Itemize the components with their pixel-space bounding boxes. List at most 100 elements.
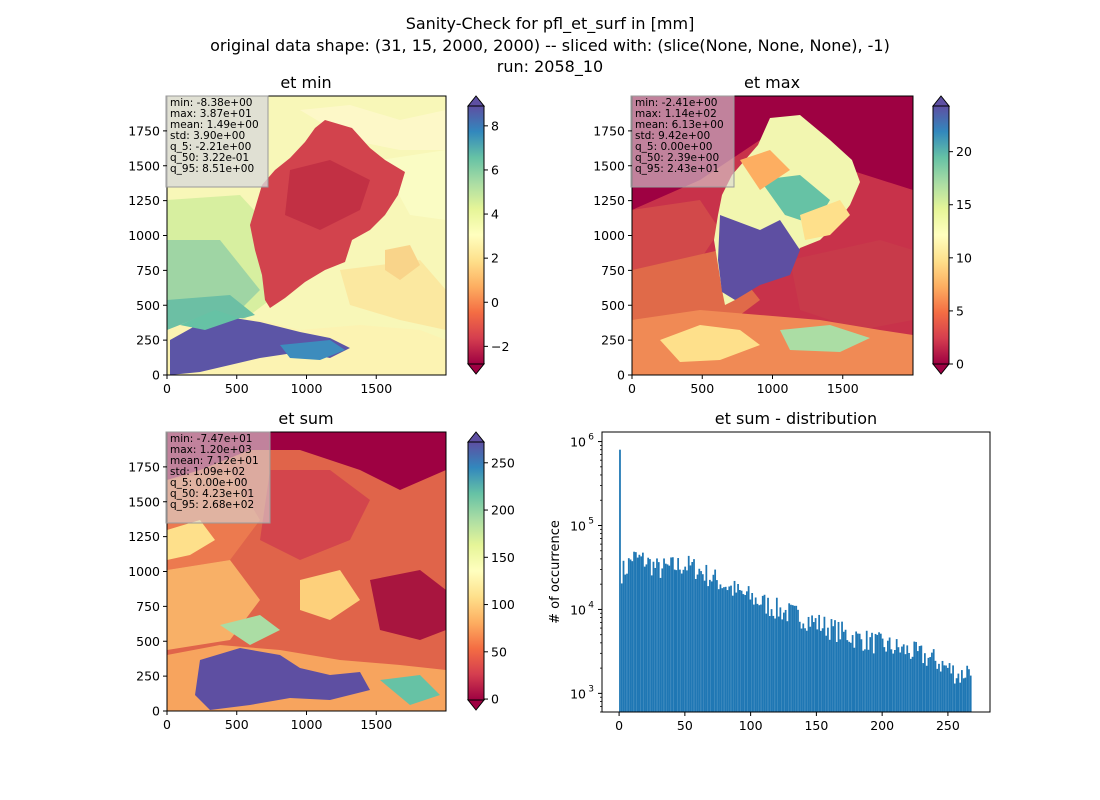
panel-title: et sum - distribution xyxy=(715,409,877,428)
histogram-bar xyxy=(797,609,799,712)
histogram-bar xyxy=(654,567,657,712)
x-tick-label: 0 xyxy=(163,717,171,732)
histogram-bar xyxy=(714,569,717,712)
y-tick-label: 1000 xyxy=(128,228,160,243)
colorbar-gradient xyxy=(467,441,485,701)
histogram-bar xyxy=(948,663,951,712)
histogram-bar xyxy=(853,647,856,712)
histogram-bar xyxy=(911,656,914,712)
y-tick-label: 1000 xyxy=(128,564,160,579)
histogram-bar xyxy=(691,562,694,712)
histogram-bar xyxy=(821,628,824,712)
histogram-bar xyxy=(643,566,646,712)
x-tick-label: 1500 xyxy=(360,717,392,732)
y-tick-label: 500 xyxy=(136,634,160,649)
histogram-bar xyxy=(758,605,761,712)
histogram-bar xyxy=(913,641,916,712)
histogram-bar xyxy=(908,652,910,712)
stats-line: std: 1.09e+02 xyxy=(170,466,245,478)
histogram-bar xyxy=(791,605,794,712)
y-tick-label: 10 xyxy=(570,602,586,617)
histogram-bar xyxy=(828,639,831,712)
histogram-bar xyxy=(969,675,972,712)
heatmap-axes: 0 500 1000 1500 0 250 500 750 1000 1250 1500 1750 xyxy=(128,459,392,732)
histogram-bar xyxy=(864,649,866,712)
y-tick-label: 1500 xyxy=(593,158,625,173)
histogram-bar xyxy=(686,570,688,712)
histogram-bar xyxy=(795,605,798,712)
colorbar-gradient xyxy=(467,105,485,365)
histogram-bar xyxy=(871,632,873,712)
colorbar-tick-label: 150 xyxy=(491,550,515,565)
histogram-bar xyxy=(671,557,674,712)
histogram-bar xyxy=(645,564,648,712)
y-tick-label: 250 xyxy=(136,669,160,684)
histogram-bar xyxy=(802,623,805,712)
colorbar-tick-label: 50 xyxy=(491,644,507,659)
histogram-bar xyxy=(938,663,940,712)
histogram-bar xyxy=(811,615,813,712)
y-tick-label: 1750 xyxy=(593,123,625,138)
histogram-bar xyxy=(768,616,771,712)
heatmap-axes: 0 500 1000 1500 0 250 500 750 1000 1250 1500 1750 xyxy=(593,123,859,396)
histogram-bar xyxy=(631,561,634,712)
histogram-bar xyxy=(876,634,879,712)
histogram-bar xyxy=(945,665,947,712)
colorbar-tick-label: 8 xyxy=(491,118,499,133)
stats-line: std: 9.42e+00 xyxy=(635,130,710,142)
plot-frame xyxy=(601,431,991,713)
colorbar-extend-bottom xyxy=(466,699,486,711)
histogram-bar xyxy=(955,678,958,712)
histogram-bar xyxy=(855,631,858,712)
y-tick-label: 500 xyxy=(136,298,160,313)
histogram-bar xyxy=(619,449,621,712)
y-tick-exponent: 5 xyxy=(588,517,594,527)
histogram-bar xyxy=(698,568,701,712)
stats-line: min: -7.47e+01 xyxy=(170,433,252,445)
stats-line: q_5: 0.00e+00 xyxy=(170,477,247,489)
histogram-bar xyxy=(744,595,746,712)
x-tick-label: 0 xyxy=(163,381,171,396)
stats-line: mean: 7.12e+01 xyxy=(170,455,259,467)
histogram-bar xyxy=(636,557,639,712)
histogram-bar xyxy=(707,586,709,712)
colorbar-extend-top xyxy=(466,95,486,107)
colorbar-tick-label: −2 xyxy=(491,339,509,354)
histogram-bar xyxy=(924,653,926,712)
y-tick-label: 1250 xyxy=(128,193,160,208)
histogram-bar xyxy=(772,615,775,712)
histogram-bar xyxy=(777,616,780,712)
histogram-bar xyxy=(857,633,859,712)
colorbar-tick-label: 0 xyxy=(491,692,499,707)
histogram-bar xyxy=(659,577,662,712)
histogram-bar xyxy=(673,569,676,712)
histogram-bar xyxy=(668,565,671,712)
histogram-bar xyxy=(886,640,889,712)
histogram-bar xyxy=(904,654,907,712)
histogram-bar xyxy=(839,639,842,712)
histogram-bar xyxy=(936,668,939,712)
histogram-bar xyxy=(823,616,826,712)
histogram-bar xyxy=(885,651,887,712)
histogram-bar xyxy=(804,628,806,712)
y-tick-label: 10 xyxy=(570,519,586,534)
histogram-bar xyxy=(652,561,655,712)
stats-line: q_50: 2.39e+00 xyxy=(635,152,719,164)
histogram-bar xyxy=(779,607,782,712)
histogram-bar xyxy=(894,649,896,712)
colorbar-gradient xyxy=(932,105,950,365)
histogram-bar xyxy=(814,618,817,712)
histogram-bar xyxy=(661,568,664,712)
histogram-bar xyxy=(649,559,651,712)
histogram-bar xyxy=(717,589,720,712)
colorbar-extend-bottom xyxy=(931,363,951,375)
histogram-bar xyxy=(663,558,665,712)
histogram-bar xyxy=(634,552,637,712)
y-tick-label: 750 xyxy=(136,263,160,278)
y-tick-label: 10 xyxy=(570,686,586,701)
histogram-bar xyxy=(941,660,944,712)
histogram-bar xyxy=(730,585,732,712)
histogram-bar xyxy=(835,641,838,712)
histogram-bar xyxy=(892,653,895,712)
